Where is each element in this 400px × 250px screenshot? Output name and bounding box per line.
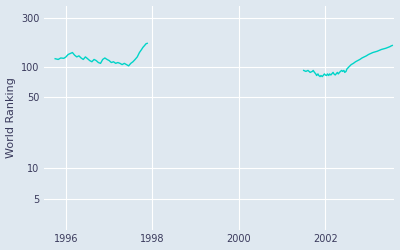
- Y-axis label: World Ranking: World Ranking: [6, 77, 16, 158]
